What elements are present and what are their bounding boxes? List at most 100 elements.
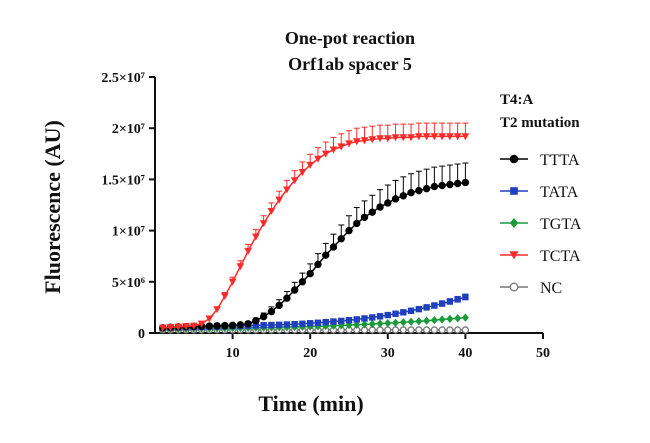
data-point-tata [400,309,407,316]
legend-marker-nc [509,282,519,292]
data-point-tata [314,319,322,326]
data-point-tcta [189,322,198,330]
legend-item-tata: TATA [500,184,579,201]
data-point-nc [438,326,446,334]
data-point-tcta [244,247,252,255]
data-point-ttta [236,321,245,329]
series-line-tgta [162,316,466,330]
legend-title-line-1: T4:A [500,92,534,108]
data-point-tata [275,321,283,329]
data-point-tata [454,296,461,303]
data-point-tgta [438,315,446,324]
data-point-tgta [361,320,369,329]
data-point-ttta [384,199,392,207]
data-point-tcta [205,315,214,323]
x-tick-label: 50 [536,346,550,361]
data-point-tcta [182,323,190,331]
data-point-tcta [453,133,462,141]
data-point-tcta [259,220,268,228]
chart-title-line-1: One-pot reaction [285,28,415,48]
legend-title-line-2: T2 mutation [500,115,580,131]
data-point-nc [446,326,454,334]
data-point-tcta [252,233,260,241]
data-point-tcta [438,133,446,141]
data-point-ttta [422,184,431,193]
data-point-tata [299,320,306,327]
data-point-ttta [213,322,221,330]
chart-title-line-2: Orf1ab spacer 5 [288,54,412,74]
data-point-tcta [228,278,237,286]
data-point-nc [430,326,439,334]
data-point-ttta [221,321,229,330]
legend-label-tgta: TGTA [540,216,582,233]
data-point-nc [453,326,462,334]
data-point-tata [376,313,384,320]
y-tick-label: 0 [138,327,145,342]
data-point-tata [415,305,423,313]
data-point-tcta [430,133,439,141]
data-point-tata [330,318,337,325]
data-point-ttta [205,322,214,330]
data-point-tcta [391,134,400,142]
data-point-tata [338,317,345,325]
data-point-tata [431,302,438,309]
data-point-tata [361,315,368,322]
data-point-tcta [174,323,183,331]
data-point-nc [407,326,415,334]
data-point-ttta [252,317,260,325]
data-point-ttta [306,269,314,278]
legend-label-nc: NC [540,280,562,297]
data-point-tata [407,307,415,314]
y-tick-label: 5×10⁶ [112,276,145,291]
data-point-tata [252,322,260,329]
x-tick-label: 40 [458,346,472,361]
data-point-tata [446,298,454,305]
data-point-tcta [236,263,245,271]
data-point-ttta [438,181,446,190]
data-point-tcta [329,146,338,154]
data-point-tgta [384,319,392,328]
data-point-ttta [345,226,353,235]
data-point-tcta [399,134,408,142]
data-point-ttta [415,186,423,195]
y-tick-label: 2.5×10⁷ [101,71,145,86]
data-point-nc [422,326,431,334]
data-point-ttta [430,182,439,191]
y-tick-label: 1×10⁷ [112,225,145,240]
legend-label-tata: TATA [540,184,579,201]
x-tick-label: 20 [303,346,317,361]
data-point-ttta [368,208,376,216]
y-tick-label: 2×10⁷ [112,122,145,137]
data-point-tcta [321,150,330,158]
x-tick-label: 10 [226,346,240,361]
data-point-tcta [422,133,431,141]
x-tick-label: 30 [381,346,395,361]
data-point-ttta [461,178,470,187]
data-point-tcta [352,138,361,146]
data-point-tcta [158,324,167,332]
data-point-tcta [306,161,315,169]
series-line-ttta [162,181,466,329]
data-point-tata [353,316,360,323]
legend-marker-ttta [509,154,519,164]
data-point-ttta [329,243,338,251]
data-point-ttta [407,189,415,197]
data-point-ttta [228,321,237,330]
data-point-ttta [353,219,361,228]
data-point-tcta [283,186,291,194]
data-point-tcta [415,133,423,141]
data-point-ttta [391,195,400,203]
data-point-tcta [298,169,307,177]
data-point-tgta [415,317,423,326]
data-point-tgta [454,314,462,323]
legend-item-ttta: TTTA [500,152,580,169]
data-point-tgta [446,314,454,324]
data-point-ttta [314,260,322,269]
data-point-tcta [446,133,454,141]
data-point-ttta [290,286,299,294]
legend-marker-tgta [509,218,519,228]
data-point-ttta [399,192,408,200]
data-point-tata [423,304,430,311]
data-point-tcta [166,324,175,332]
